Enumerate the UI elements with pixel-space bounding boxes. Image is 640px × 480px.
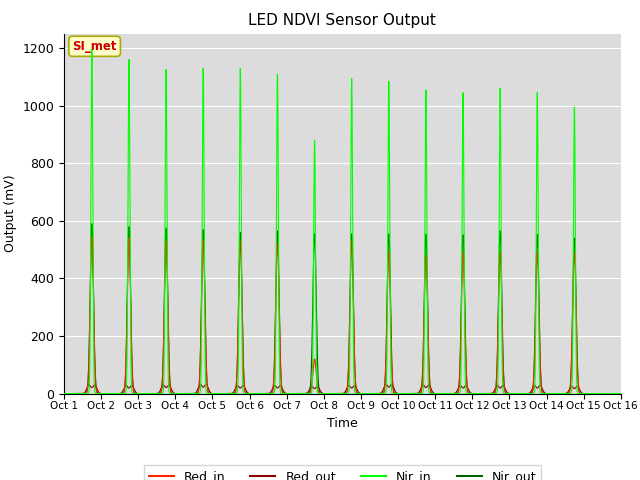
Text: SI_met: SI_met: [72, 40, 117, 53]
Legend: Red_in, Red_out, Nir_in, Nir_out: Red_in, Red_out, Nir_in, Nir_out: [143, 465, 541, 480]
X-axis label: Time: Time: [327, 417, 358, 430]
Title: LED NDVI Sensor Output: LED NDVI Sensor Output: [248, 13, 436, 28]
Y-axis label: Output (mV): Output (mV): [4, 175, 17, 252]
